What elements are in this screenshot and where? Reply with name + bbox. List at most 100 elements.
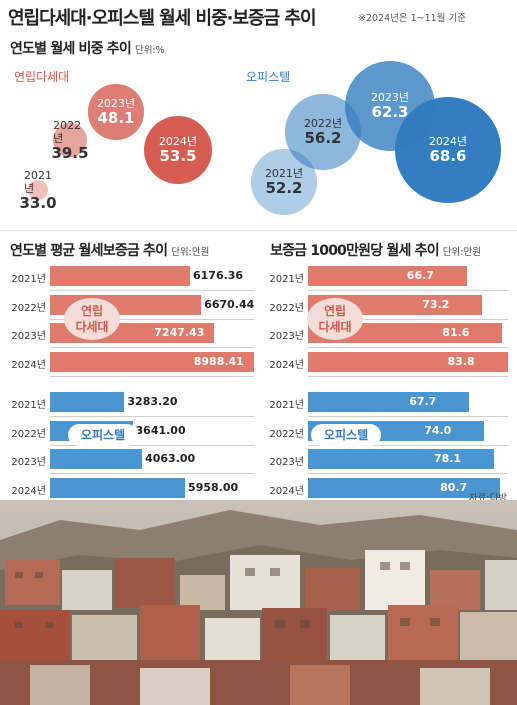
officetel-group-label: 오피스텔 — [246, 70, 291, 84]
tick-label: 2022년 — [269, 302, 304, 314]
villa-bubble-2024년: 2024년 53.5 — [143, 115, 213, 185]
gridline — [50, 290, 254, 291]
bubble-year-label: 2024년 — [158, 135, 198, 148]
tick-label: 2023년 — [269, 331, 304, 342]
tick-label: 2024년 — [269, 485, 304, 497]
gridline — [308, 473, 508, 474]
bar — [50, 477, 186, 498]
bubble-value-label: 52.2 — [265, 179, 303, 197]
tick-label: 2022년 — [11, 428, 46, 440]
gridline — [50, 347, 254, 348]
bubble-year-label: 2022년 — [303, 117, 343, 130]
bubble-value-label: 68.6 — [429, 147, 467, 165]
tick-label: 2023년 — [11, 331, 46, 342]
value-label: 81.6 — [442, 326, 470, 339]
houses — [0, 550, 517, 705]
villa-tag-right: 연립 다세대 — [307, 298, 363, 340]
bar — [308, 477, 501, 498]
source-note: 자료:디방 — [468, 493, 507, 504]
officetel-tag-left: 오피스텔 — [68, 424, 138, 446]
bubble-year-label: 2021년 — [24, 168, 52, 195]
value-label: 83.8 — [447, 354, 475, 368]
value-label: 74.0 — [424, 423, 452, 437]
gridline — [308, 375, 508, 377]
bar — [308, 392, 470, 412]
bubble-value-label: 53.5 — [159, 147, 197, 165]
bar — [308, 449, 494, 469]
villa-bubble-2023년: 2023년 48.1 — [88, 84, 144, 140]
value-label: 80.7 — [440, 480, 468, 494]
gridline — [308, 444, 508, 446]
tick-label: 2021년 — [11, 274, 46, 285]
value-label: 3283.20 — [127, 395, 178, 408]
left-bar-title: 연도별 평균 월세보증금 추이 단위:만원 — [10, 240, 209, 260]
city-photo — [0, 500, 517, 705]
bar — [50, 351, 254, 372]
bubble-value-label: 62.3 — [371, 103, 409, 121]
villa-bubble-2022년: 2022년 39.5 — [52, 119, 89, 162]
bubble-title-text: 연도별 월세 비중 추이 — [10, 41, 132, 57]
bubble-year-label: 2021년 — [264, 167, 304, 180]
value-label: 78.1 — [433, 452, 462, 465]
bar — [308, 351, 508, 372]
tick-label: 2021년 — [11, 400, 46, 411]
value-label: 3641.00 — [135, 423, 186, 437]
tick-label: 2021년 — [269, 274, 304, 285]
left-bar-chart: 2021년 6176.36 2022년 6670.44 2023년 7247.43 2024… — [0, 262, 262, 503]
bubble-year-label: 2023년 — [96, 97, 136, 110]
bubble-value-label: 56.2 — [304, 129, 342, 147]
bubble-value-label: 39.5 — [51, 143, 89, 162]
left-bar-title-text: 연도별 평균 월세보증금 추이 — [10, 243, 168, 259]
bubble-unit: 단위:% — [134, 45, 165, 56]
bubble-year-label: 2022년 — [53, 118, 82, 145]
value-label: 67.7 — [409, 395, 437, 408]
tick-label: 2023년 — [11, 457, 46, 468]
gridline — [50, 416, 254, 417]
right-bar-chart: 2021년 66.7 2022년 73.2 2023년 81.6 2024년 83.8 2021… — [262, 262, 517, 503]
gridline — [50, 318, 254, 320]
villa-bubble-2021년: 2021년 33.0 — [20, 169, 57, 212]
left-bar-unit: 단위:만원 — [171, 247, 210, 258]
value-label: 66.7 — [406, 269, 434, 282]
officetel-bubble-2024년: 2024년 68.6 — [394, 96, 502, 204]
tick-label: 2024년 — [11, 485, 46, 497]
value-label: 6176.36 — [192, 269, 244, 282]
tick-label: 2022년 — [269, 428, 304, 440]
bar — [50, 449, 143, 469]
bar — [50, 392, 125, 412]
bubble-section-title: 연도별 월세 비중 추이 단위:% — [10, 38, 165, 58]
value-label: 4063.00 — [145, 452, 196, 465]
right-bar-title-text: 보증금 1000만원당 월세 추이 — [270, 243, 440, 259]
value-label: 8988.41 — [193, 354, 244, 368]
value-label: 5958.00 — [188, 480, 239, 494]
bar — [50, 266, 190, 286]
tick-label: 2022년 — [11, 302, 46, 314]
tick-label: 2024년 — [11, 359, 46, 371]
bubble-value-label: 33.0 — [19, 193, 57, 212]
gridline — [308, 318, 508, 320]
bar — [308, 266, 467, 286]
tick-label: 2021년 — [269, 400, 304, 411]
value-label: 6670.44 — [204, 297, 255, 311]
bubble-value-label: 48.1 — [97, 109, 135, 127]
hillside-houses-image — [0, 500, 517, 705]
villa-group-label: 연립다세대 — [14, 70, 70, 84]
date-note: ※2024년은 1~11월 기준 — [358, 13, 466, 24]
tick-label: 2024년 — [269, 359, 304, 371]
gridline — [308, 416, 508, 417]
bubble-year-label: 2024년 — [428, 135, 468, 148]
tick-label: 2023년 — [269, 457, 304, 468]
villa-tag-left: 연립 다세대 — [64, 298, 120, 340]
divider — [0, 230, 517, 231]
right-bar-title: 보증금 1000만원당 월세 추이 단위:만원 — [270, 240, 481, 260]
bubble-year-label: 2023년 — [370, 91, 410, 104]
gridline — [50, 444, 254, 446]
right-bar-unit: 단위:만원 — [442, 247, 481, 258]
gridline — [308, 290, 508, 291]
value-label: 73.2 — [422, 297, 450, 311]
page-title: 연립다세대·오피스텔 월세 비중·보증금 추이 — [8, 8, 317, 29]
gridline — [50, 375, 254, 377]
windows — [15, 562, 440, 628]
gridline — [308, 347, 508, 348]
officetel-tag-right: 오피스텔 — [311, 424, 381, 446]
